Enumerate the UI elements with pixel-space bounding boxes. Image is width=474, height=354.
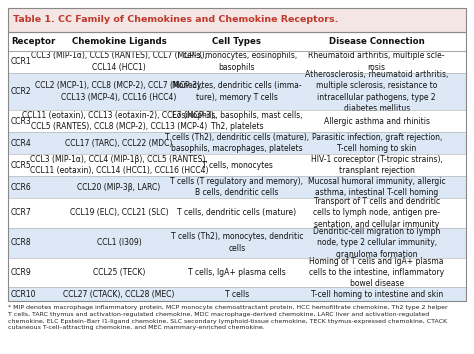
Text: Rheumatoid arthritis, multiple scle-
rosis: Rheumatoid arthritis, multiple scle- ros… bbox=[309, 51, 445, 72]
Bar bbox=[8, 228, 466, 258]
Bar bbox=[8, 8, 466, 32]
Text: T cells, IgA+ plasma cells: T cells, IgA+ plasma cells bbox=[188, 268, 286, 277]
Bar bbox=[8, 51, 466, 73]
Text: * MIP denotes macrophage inflammatory protein, MCP monocyte chemoattractant prot: * MIP denotes macrophage inflammatory pr… bbox=[8, 306, 447, 330]
Text: CCR8: CCR8 bbox=[11, 238, 32, 247]
Text: T cells, dendritic cells (mature): T cells, dendritic cells (mature) bbox=[177, 209, 297, 217]
Text: T cells: T cells bbox=[225, 290, 249, 299]
Text: Disease Connection: Disease Connection bbox=[329, 36, 425, 46]
Text: CCL27 (CTACK), CCL28 (MEC): CCL27 (CTACK), CCL28 (MEC) bbox=[64, 290, 175, 299]
Bar bbox=[8, 258, 466, 287]
Text: CCR6: CCR6 bbox=[11, 183, 32, 192]
Text: CCR10: CCR10 bbox=[11, 290, 36, 299]
Text: CCR9: CCR9 bbox=[11, 268, 32, 277]
Text: CCR5: CCR5 bbox=[11, 161, 32, 170]
Text: T cells, monocytes, eosinophils,
basophils: T cells, monocytes, eosinophils, basophi… bbox=[176, 51, 298, 72]
Text: Transport of T cells and dendritic
cells to lymph node, antigen pre-
sentation, : Transport of T cells and dendritic cells… bbox=[313, 197, 440, 229]
Bar bbox=[8, 8, 466, 32]
Text: CCR7: CCR7 bbox=[11, 209, 32, 217]
Text: Parasitic infection, graft rejection,
T-cell homing to skin: Parasitic infection, graft rejection, T-… bbox=[311, 133, 442, 153]
Bar bbox=[8, 110, 466, 132]
Text: CCL19 (ELC), CCL21 (SLC): CCL19 (ELC), CCL21 (SLC) bbox=[70, 209, 168, 217]
Text: Eosinophils, basophils, mast cells,
Th2, platelets: Eosinophils, basophils, mast cells, Th2,… bbox=[172, 111, 302, 131]
Text: CCR4: CCR4 bbox=[11, 139, 32, 148]
Text: Homing of T cells and IgA+ plasma
cells to the intestine, inflammatory
bowel dis: Homing of T cells and IgA+ plasma cells … bbox=[309, 257, 444, 289]
Text: Chemokine Ligands: Chemokine Ligands bbox=[72, 36, 166, 46]
Text: T cells (T regulatory and memory),
B cells, dendritic cells: T cells (T regulatory and memory), B cel… bbox=[171, 177, 303, 197]
Text: CCL2 (MCP-1), CCL8 (MCP-2), CCL7 (MCP-3),
CCL13 (MCP-4), CCL16 (HCC4): CCL2 (MCP-1), CCL8 (MCP-2), CCL7 (MCP-3)… bbox=[36, 81, 203, 102]
Text: Receptor: Receptor bbox=[11, 36, 55, 46]
Text: T cells, monocytes: T cells, monocytes bbox=[201, 161, 273, 170]
Text: CCL1 (I309): CCL1 (I309) bbox=[97, 238, 141, 247]
Text: T-cell homing to intestine and skin: T-cell homing to intestine and skin bbox=[310, 290, 443, 299]
Text: CCR1: CCR1 bbox=[11, 57, 32, 66]
Text: CCL11 (eotaxin), CCL13 (eotaxin-2), CCL7 (MCP-3),
CCL5 (RANTES), CCL8 (MCP-2), C: CCL11 (eotaxin), CCL13 (eotaxin-2), CCL7… bbox=[22, 111, 216, 131]
Text: CCL3 (MIP-1α), CCL5 (RANTES), CCL7 (MCP-3),
CCL14 (HCC1): CCL3 (MIP-1α), CCL5 (RANTES), CCL7 (MCP-… bbox=[31, 51, 207, 72]
Text: Atherosclerosis, rheumatoid arthritis,
multiple sclerosis, resistance to
intrace: Atherosclerosis, rheumatoid arthritis, m… bbox=[305, 70, 448, 113]
Bar bbox=[8, 176, 466, 198]
Bar bbox=[8, 154, 466, 176]
Text: CCR2: CCR2 bbox=[11, 87, 32, 96]
Text: CCL20 (MIP-3β, LARC): CCL20 (MIP-3β, LARC) bbox=[77, 183, 161, 192]
Text: CCL3 (MIP-1α), CCL4 (MIP-1β), CCL5 (RANTES),
CCL11 (eotaxin), CCL14 (HCC1), CCL1: CCL3 (MIP-1α), CCL4 (MIP-1β), CCL5 (RANT… bbox=[30, 155, 208, 175]
Text: HIV-1 coreceptor (T-tropic strains),
transplant rejection: HIV-1 coreceptor (T-tropic strains), tra… bbox=[311, 155, 443, 175]
Bar bbox=[8, 32, 466, 51]
Text: Mucosal humoral immunity, allergic
asthma, intestinal T-cell homing: Mucosal humoral immunity, allergic asthm… bbox=[308, 177, 446, 197]
Bar bbox=[8, 32, 466, 302]
Bar bbox=[8, 287, 466, 302]
Bar bbox=[8, 73, 466, 110]
Text: CCL17 (TARC), CCL22 (MDC): CCL17 (TARC), CCL22 (MDC) bbox=[65, 139, 173, 148]
Text: T cells (Th2), dendritic cells (mature),
basophils, macrophages, platelets: T cells (Th2), dendritic cells (mature),… bbox=[165, 133, 309, 153]
Text: CCL25 (TECK): CCL25 (TECK) bbox=[93, 268, 145, 277]
Text: Dendritic-cell migration to lymph
node, type 2 cellular immunity,
granuloma form: Dendritic-cell migration to lymph node, … bbox=[313, 227, 440, 259]
Text: Allergic asthma and rhinitis: Allergic asthma and rhinitis bbox=[324, 116, 430, 126]
Text: Cell Types: Cell Types bbox=[212, 36, 262, 46]
Text: T cells (Th2), monocytes, dendritic
cells: T cells (Th2), monocytes, dendritic cell… bbox=[171, 233, 303, 253]
Text: Table 1. CC Family of Chemokines and Chemokine Receptors.: Table 1. CC Family of Chemokines and Che… bbox=[13, 15, 338, 24]
Text: Monocytes, dendritic cells (imma-
ture), memory T cells: Monocytes, dendritic cells (imma- ture),… bbox=[172, 81, 302, 102]
Text: CCR3: CCR3 bbox=[11, 116, 32, 126]
Bar bbox=[8, 198, 466, 228]
Bar bbox=[8, 132, 466, 154]
